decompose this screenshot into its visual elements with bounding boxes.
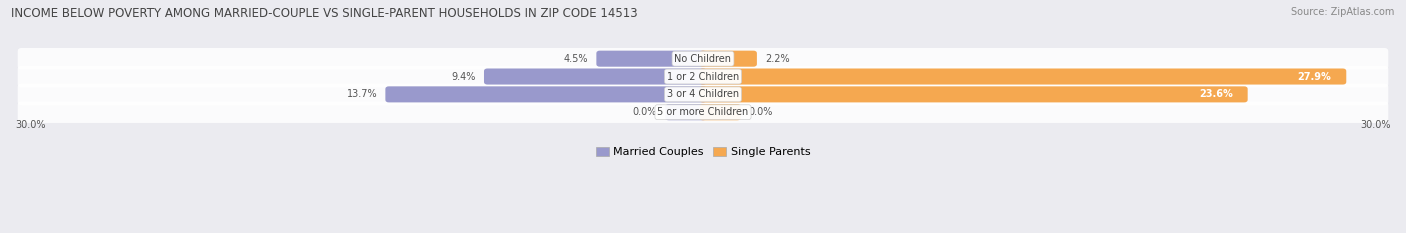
Text: 3 or 4 Children: 3 or 4 Children xyxy=(666,89,740,99)
Text: 27.9%: 27.9% xyxy=(1298,72,1331,82)
FancyBboxPatch shape xyxy=(700,86,1247,102)
Text: 23.6%: 23.6% xyxy=(1199,89,1233,99)
Text: 30.0%: 30.0% xyxy=(15,120,45,130)
Text: 5 or more Children: 5 or more Children xyxy=(658,107,748,117)
Text: Source: ZipAtlas.com: Source: ZipAtlas.com xyxy=(1291,7,1395,17)
FancyBboxPatch shape xyxy=(596,51,706,67)
Text: 30.0%: 30.0% xyxy=(1361,120,1391,130)
FancyBboxPatch shape xyxy=(700,104,741,120)
FancyBboxPatch shape xyxy=(385,86,706,102)
Text: 4.5%: 4.5% xyxy=(564,54,588,64)
Text: 0.0%: 0.0% xyxy=(749,107,773,117)
FancyBboxPatch shape xyxy=(484,69,706,85)
FancyBboxPatch shape xyxy=(18,48,1388,69)
FancyBboxPatch shape xyxy=(665,104,706,120)
FancyBboxPatch shape xyxy=(700,51,756,67)
Text: 2.2%: 2.2% xyxy=(765,54,790,64)
FancyBboxPatch shape xyxy=(700,69,1347,85)
Text: 13.7%: 13.7% xyxy=(347,89,377,99)
FancyBboxPatch shape xyxy=(18,84,1388,105)
Legend: Married Couples, Single Parents: Married Couples, Single Parents xyxy=(592,142,814,162)
FancyBboxPatch shape xyxy=(18,102,1388,123)
Text: 0.0%: 0.0% xyxy=(633,107,657,117)
Text: INCOME BELOW POVERTY AMONG MARRIED-COUPLE VS SINGLE-PARENT HOUSEHOLDS IN ZIP COD: INCOME BELOW POVERTY AMONG MARRIED-COUPL… xyxy=(11,7,638,20)
FancyBboxPatch shape xyxy=(18,66,1388,87)
Text: 9.4%: 9.4% xyxy=(451,72,477,82)
Text: No Children: No Children xyxy=(675,54,731,64)
Text: 1 or 2 Children: 1 or 2 Children xyxy=(666,72,740,82)
